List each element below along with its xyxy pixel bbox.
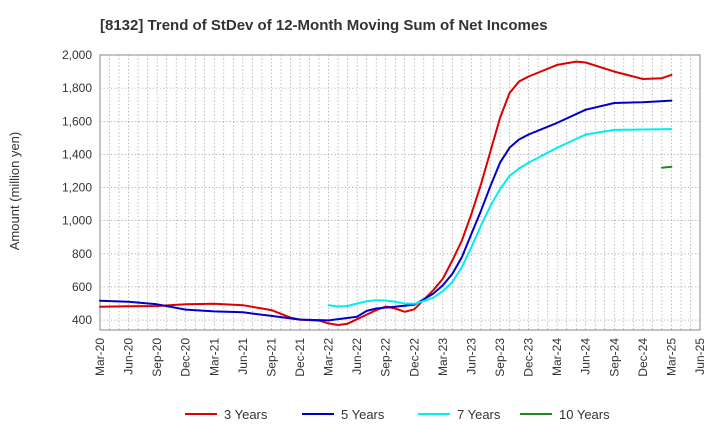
series-line-7-years: [327, 128, 673, 308]
legend-label: 5 Years: [341, 407, 385, 422]
x-tick-label: Mar-22: [322, 338, 336, 376]
x-tick-label: Jun-24: [579, 338, 593, 375]
x-tick-label: Dec-21: [293, 338, 307, 377]
legend: 3 Years 5 Years 7 Years 10 Years: [185, 407, 610, 422]
series-line-3-years: [99, 60, 673, 326]
legend-label: 7 Years: [457, 407, 501, 422]
x-tick-label: Mar-25: [664, 338, 678, 376]
x-tick-label: Sep-21: [264, 338, 278, 377]
legend-label: 3 Years: [224, 407, 268, 422]
x-tick-label: Mar-24: [550, 338, 564, 376]
y-axis-label: Amount (million yen): [7, 132, 22, 251]
y-tick-label: 1,200: [62, 181, 92, 195]
y-tick-label: 1,800: [62, 81, 92, 95]
x-tick-label: Mar-21: [207, 338, 221, 376]
x-tick-label: Dec-22: [407, 338, 421, 377]
y-tick-label: 1,600: [62, 114, 92, 128]
plot-area: [99, 54, 701, 331]
legend-label: 10 Years: [559, 407, 610, 422]
y-tick-label: 600: [72, 280, 92, 294]
series-layer: [99, 60, 673, 326]
x-tick-label: Jun-22: [350, 338, 364, 375]
x-tick-label: Sep-22: [379, 338, 393, 377]
y-tick-label: 800: [72, 247, 92, 261]
x-tick-label: Sep-23: [493, 338, 507, 377]
x-tick-label: Jun-21: [236, 338, 250, 375]
x-tick-label: Mar-20: [93, 338, 107, 376]
x-tick-label: Sep-20: [150, 338, 164, 377]
y-tick-label: 1,400: [62, 147, 92, 161]
series-line-10-years: [660, 165, 673, 169]
x-tick-label: Dec-23: [522, 338, 536, 377]
x-tick-label: Jun-20: [122, 338, 136, 375]
x-tick-label: Dec-24: [636, 338, 650, 377]
y-axis: 400 600 800 1,000 1,200 1,400 1,600 1,800 2,000: [62, 48, 92, 327]
x-tick-label: Mar-23: [436, 338, 450, 376]
x-tick-label: Sep-24: [607, 338, 621, 377]
y-tick-label: 1,000: [62, 214, 92, 228]
x-axis: Mar-20 Jun-20 Sep-20 Dec-20 Mar-21 Jun-21 Sep-…: [93, 338, 707, 377]
x-tick-label: Jun-23: [464, 338, 478, 375]
plot-frame: [99, 54, 701, 331]
y-tick-label: 400: [72, 313, 92, 327]
x-tick-label: Jun-25: [693, 338, 707, 375]
series-line-5-years: [99, 99, 673, 322]
chart-title: [8132] Trend of StDev of 12-Month Moving…: [100, 17, 548, 34]
x-tick-label: Dec-20: [179, 338, 193, 377]
y-tick-label: 2,000: [62, 48, 92, 62]
